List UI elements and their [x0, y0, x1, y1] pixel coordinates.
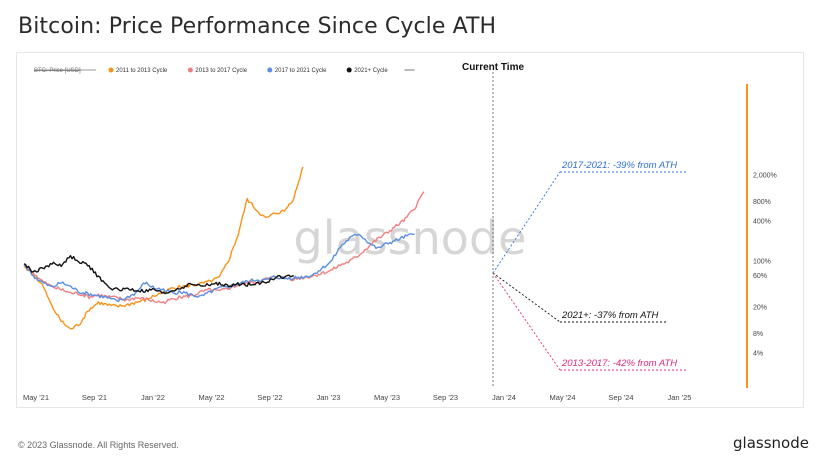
y-tick-label: 8%	[753, 331, 763, 338]
x-tick-label: May '24	[549, 393, 575, 402]
legend-label: 2011 to 2013 Cycle	[116, 68, 168, 74]
y-tick-label: 800%	[753, 199, 771, 206]
footer-copyright: © 2023 Glassnode. All Rights Reserved.	[18, 440, 179, 450]
legend-label: 2021+ Cycle	[354, 68, 388, 74]
x-tick-label: Jan '24	[492, 393, 516, 402]
annotation-leader	[492, 171, 561, 274]
annotation-lines	[492, 171, 686, 371]
annotation-leader	[492, 272, 561, 371]
legend-marker	[108, 67, 114, 73]
legend-label: BTC: Price [USD]	[34, 68, 81, 74]
y-tick-label: 20%	[753, 305, 767, 312]
annotation-label: 2017-2021: -39% from ATH	[561, 160, 677, 171]
annotation-label: 2013-2017: -42% from ATH	[561, 358, 677, 369]
watermark: glassnode	[294, 211, 527, 265]
page-title: Bitcoin: Price Performance Since Cycle A…	[18, 14, 497, 39]
legend-marker	[346, 67, 352, 73]
footer-logo: glassnode	[733, 434, 809, 452]
legend-label: 2013 to 2017 Cycle	[195, 68, 247, 74]
legend-marker	[187, 67, 193, 73]
x-tick-label: May '23	[374, 393, 400, 402]
x-tick-label: Sep '22	[257, 393, 282, 402]
y-tick-label: 400%	[753, 219, 771, 226]
series-line	[23, 233, 415, 303]
x-tick-label: Jan '23	[317, 393, 341, 402]
current-time-label: Current Time	[462, 62, 524, 73]
x-tick-label: Jan '25	[668, 393, 692, 402]
series-line	[23, 255, 294, 295]
x-axis: May '21 Sep '21 Jan '22 May '22 Sep '22 Jan '…	[23, 393, 691, 402]
y-tick-label: 2,000%	[753, 173, 777, 180]
legend-label: 2017 to 2021 Cycle	[275, 68, 327, 74]
y-tick-label: 100%	[753, 258, 771, 265]
legend-marker	[267, 67, 273, 73]
x-tick-label: May '22	[198, 393, 224, 402]
series-line	[23, 166, 304, 330]
x-tick-label: Sep '21	[82, 393, 107, 402]
y-tick-label: 60%	[753, 273, 767, 280]
x-tick-label: Sep '23	[433, 393, 458, 402]
y-axis: 2,000% 800% 400% 100% 60% 20% 8% 4%	[753, 173, 777, 358]
series-group	[23, 166, 425, 330]
legend: BTC: Price [USD] 2011 to 2013 Cycle 2013 t…	[34, 67, 415, 74]
chart-frame	[16, 52, 804, 408]
annotation-label: 2021+: -37% from ATH	[561, 310, 658, 321]
y-tick-label: 4%	[753, 351, 763, 358]
x-tick-label: May '21	[23, 393, 49, 402]
annotations: 2017-2021: -39% from ATH 2021+: -37% from…	[561, 160, 677, 369]
annotation-leader	[492, 272, 561, 323]
x-tick-label: Sep '24	[608, 393, 633, 402]
x-tick-label: Jan '22	[141, 393, 165, 402]
series-line	[23, 191, 425, 305]
